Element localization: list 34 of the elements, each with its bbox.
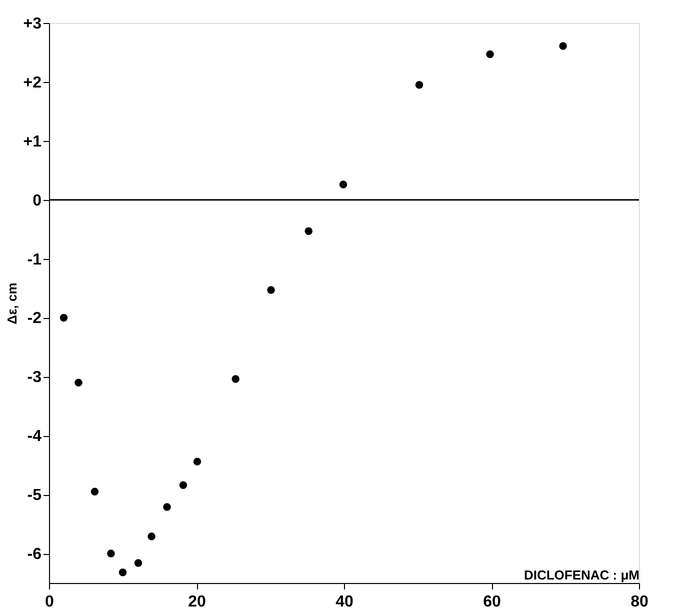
x-tick-label: 80 <box>630 594 648 610</box>
point <box>559 42 567 50</box>
y-tick-label: -6 <box>27 546 42 564</box>
point <box>304 227 312 235</box>
point <box>193 458 202 466</box>
point <box>163 503 171 511</box>
x-tick-label: 20 <box>188 594 206 610</box>
x-tick-label: 40 <box>336 594 354 610</box>
point <box>107 550 115 558</box>
x-tick-label: 60 <box>483 594 501 610</box>
point <box>118 568 127 576</box>
point <box>148 532 156 540</box>
point <box>74 378 82 386</box>
y-tick-label: 0 <box>32 192 42 210</box>
y-tick-label: -4 <box>27 428 42 446</box>
x-axis-title: DICLOFENAC : μM <box>524 568 640 582</box>
point <box>179 481 188 490</box>
y-tick-label: -1 <box>27 251 42 268</box>
point <box>486 50 494 58</box>
point <box>60 314 68 322</box>
point <box>415 81 424 89</box>
point <box>267 286 275 294</box>
y-tick-label: -2 <box>27 310 42 328</box>
point <box>339 180 348 188</box>
point <box>232 375 240 383</box>
y-tick-label: +3 <box>23 16 42 32</box>
x-tick-label: 0 <box>45 594 54 610</box>
y-axis-title: Δε, cm <box>4 282 20 324</box>
point <box>90 488 99 496</box>
point <box>134 559 142 567</box>
y-tick-label: -5 <box>27 487 42 504</box>
y-tick-label: +2 <box>23 74 42 92</box>
y-tick-label: +1 <box>23 133 42 150</box>
y-tick-label: -3 <box>27 369 42 386</box>
